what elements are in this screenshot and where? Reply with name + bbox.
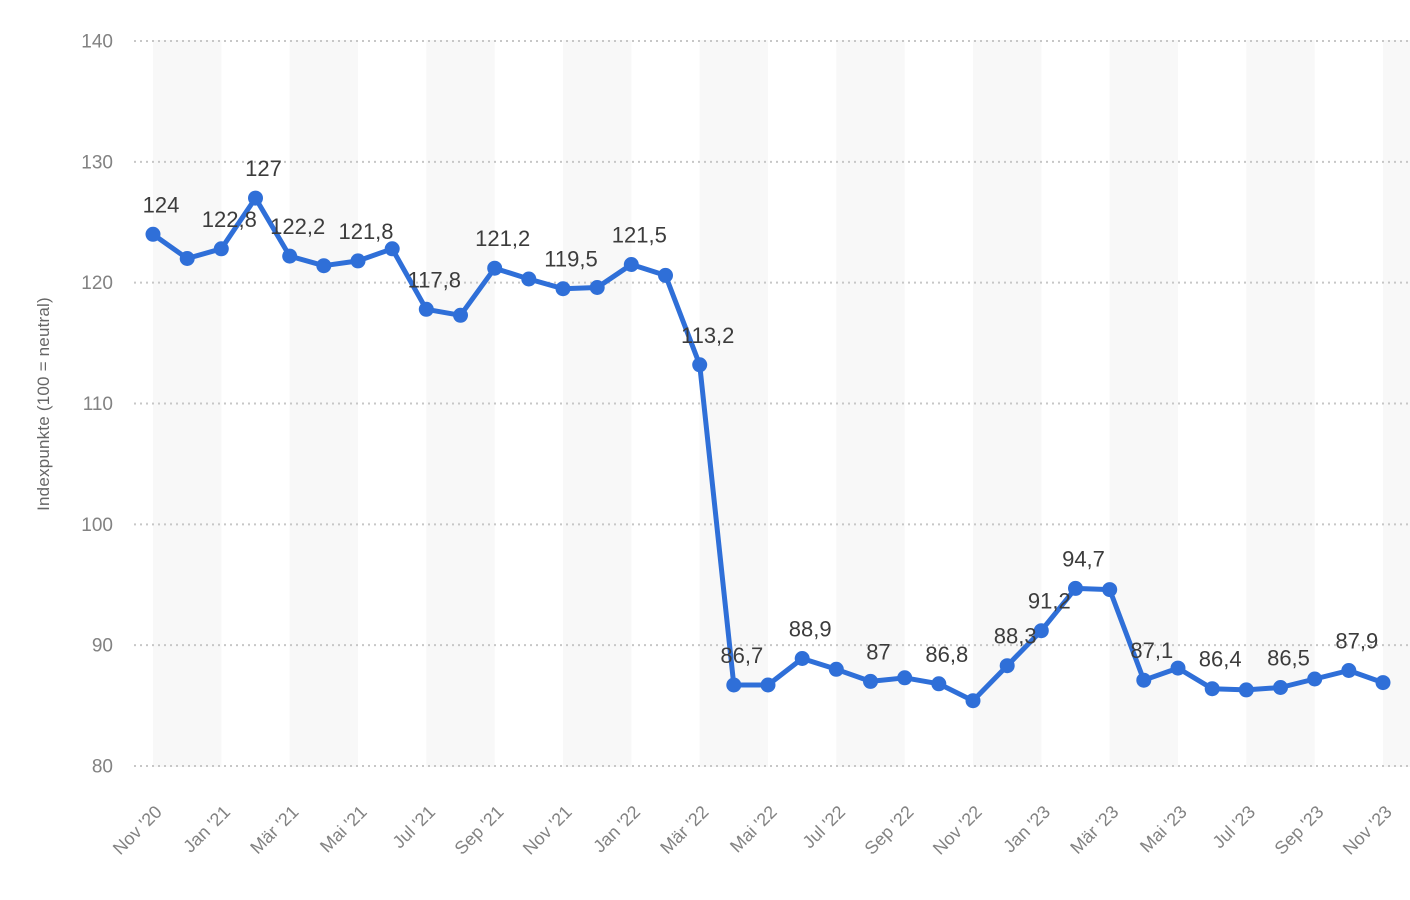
data-point (487, 260, 503, 276)
data-point-label: 87,9 (1335, 629, 1378, 654)
data-point-label: 87,1 (1130, 638, 1173, 663)
y-tick-label: 90 (92, 636, 113, 657)
data-point-label: 88,9 (789, 617, 832, 642)
x-tick-label: Jul '23 (1209, 802, 1260, 853)
data-point (589, 280, 605, 295)
x-tick-label: Nov '21 (519, 802, 576, 859)
data-point-label: 113,2 (681, 323, 734, 348)
data-point-label: 86,5 (1267, 646, 1310, 671)
data-point (521, 271, 537, 287)
data-point (863, 673, 878, 689)
data-point (760, 677, 776, 693)
y-tick-label: 140 (81, 32, 113, 53)
data-point (692, 357, 708, 373)
data-point (1375, 675, 1391, 691)
x-tick-label: Jan '21 (179, 802, 234, 857)
y-tick-label: 120 (81, 273, 113, 294)
data-point-label: 91,2 (1028, 589, 1071, 614)
data-point (1033, 623, 1049, 639)
x-tick-label: Nov '22 (929, 802, 986, 859)
data-point-label: 121,8 (338, 219, 393, 244)
data-point (1170, 660, 1186, 676)
x-tick-label: Nov '23 (1339, 802, 1396, 859)
data-point (1341, 663, 1357, 678)
data-point (453, 307, 468, 323)
y-tick-label: 110 (83, 394, 113, 415)
x-tick-label: Jan '22 (589, 802, 644, 857)
alt-band (836, 40, 905, 767)
data-point-label: 119,5 (544, 247, 597, 272)
y-axis-title: Indexpunkte (100 = neutral) (34, 297, 53, 511)
data-point-label: 122,8 (202, 207, 257, 232)
y-tick-label: 80 (92, 757, 113, 778)
data-point (1273, 680, 1288, 695)
x-tick-label: Mär '23 (1066, 802, 1122, 858)
data-point (179, 251, 195, 266)
data-point-label: 88,3 (994, 624, 1037, 649)
alt-band (1383, 40, 1410, 767)
x-tick-label: Mär '21 (246, 802, 302, 858)
data-point-label: 124 (143, 192, 180, 217)
data-point (999, 658, 1015, 674)
data-point (1307, 671, 1323, 687)
data-point (1102, 582, 1118, 598)
data-point-label: 121,5 (612, 223, 667, 248)
data-point (213, 241, 229, 257)
data-point (350, 253, 366, 269)
y-tick-label: 130 (81, 152, 113, 173)
data-point (931, 676, 947, 692)
data-point-label: 86,8 (925, 642, 968, 667)
data-point (965, 693, 981, 709)
data-point (1068, 580, 1083, 596)
data-point (145, 226, 161, 242)
data-point-label: 117,8 (408, 267, 461, 292)
y-tick-label: 100 (81, 515, 113, 536)
x-tick-label: Mai '22 (726, 802, 781, 857)
data-point (623, 257, 639, 272)
data-point-label: 121,2 (475, 226, 530, 251)
data-point (555, 281, 571, 297)
data-point (282, 248, 298, 264)
data-point (1136, 672, 1152, 688)
alt-band (289, 40, 358, 767)
data-point (1238, 682, 1254, 698)
x-tick-label: Mär '22 (656, 802, 712, 858)
data-point (384, 241, 400, 257)
data-point (897, 670, 913, 686)
alt-band (153, 40, 222, 767)
data-point (1204, 681, 1220, 697)
x-tick-label: Jan '23 (999, 802, 1054, 857)
x-tick-label: Sep '22 (861, 802, 918, 859)
x-tick-label: Sep '23 (1271, 802, 1328, 859)
data-point-label: 86,7 (720, 643, 763, 668)
data-point (794, 651, 810, 666)
data-point-label: 86,4 (1199, 647, 1242, 672)
data-point-label: 87 (866, 639, 890, 664)
data-point (248, 190, 263, 206)
alt-band (426, 40, 495, 767)
data-point-label: 127 (245, 156, 282, 181)
x-tick-label: Mai '23 (1136, 802, 1191, 857)
x-tick-label: Nov '20 (109, 802, 166, 859)
x-tick-label: Jul '22 (799, 802, 850, 853)
data-point (828, 661, 844, 677)
x-tick-label: Jul '21 (389, 802, 440, 853)
data-point (316, 258, 332, 274)
x-tick-label: Mai '21 (316, 802, 371, 857)
alt-band (973, 40, 1042, 767)
data-point (726, 677, 742, 693)
data-point (658, 267, 673, 283)
data-point-label: 94,7 (1062, 546, 1105, 571)
data-point-label: 122,2 (270, 214, 325, 239)
data-point (418, 301, 434, 317)
x-tick-label: Sep '21 (451, 802, 508, 859)
